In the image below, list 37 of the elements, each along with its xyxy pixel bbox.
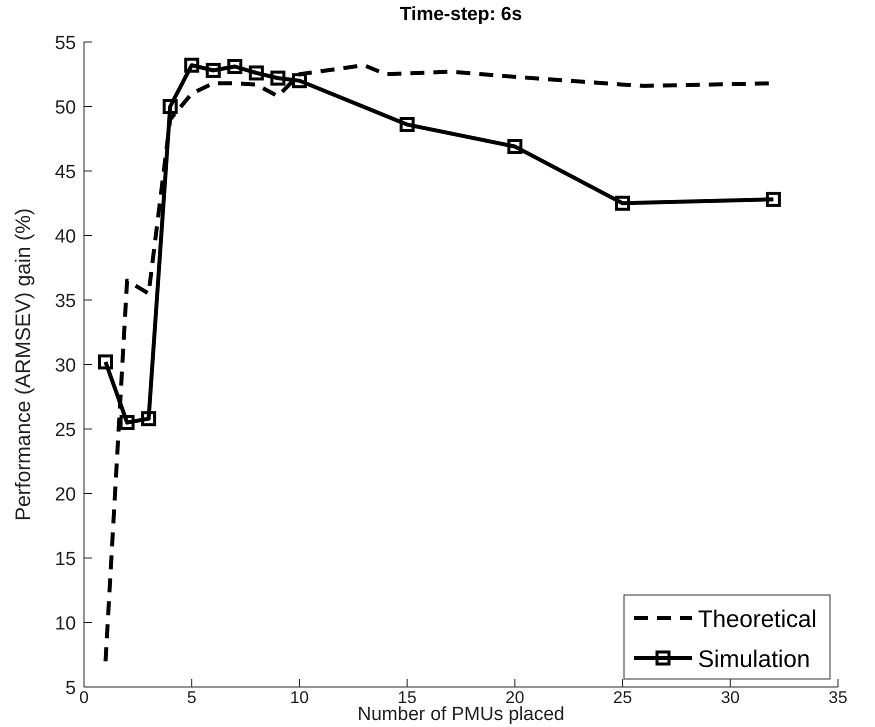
x-tick-label: 25 (613, 688, 632, 707)
legend-label: Theoretical (698, 606, 817, 633)
x-tick-label: 30 (720, 688, 740, 707)
y-axis-title: Performance (ARMSEV) gain (%) (12, 208, 35, 521)
x-tick-label: 15 (398, 688, 417, 707)
x-tick-label: 20 (505, 688, 524, 707)
x-tick-label: 5 (186, 688, 196, 707)
point (248, 65, 264, 80)
y-tick-label: 25 (54, 420, 76, 441)
legend-label: Simulation (698, 646, 810, 673)
y-tick-label: 35 (54, 291, 76, 312)
point (184, 58, 200, 73)
point (206, 62, 221, 78)
x-tick-label: 0 (79, 688, 89, 707)
y-tick-label: 40 (54, 226, 76, 248)
y-tick-label: 30 (54, 356, 76, 376)
y-tick-label: 10 (54, 614, 76, 634)
y-tick-label: 20 (54, 484, 76, 506)
point (400, 117, 415, 132)
point (162, 99, 178, 114)
x-tick-label: 10 (290, 688, 309, 707)
point (615, 196, 630, 211)
y-tick-label: 15 (54, 549, 76, 570)
point (120, 415, 135, 430)
chart-title: Time-step: 6s (400, 4, 522, 25)
y-tick-label: 55 (54, 33, 76, 54)
y-tick-label: 45 (54, 162, 76, 183)
point (98, 354, 114, 370)
point (270, 70, 286, 86)
point (766, 192, 781, 207)
point (141, 411, 156, 426)
point (227, 59, 242, 74)
x-axis-title: Number of PMUs placed (358, 704, 564, 725)
y-tick-label: 50 (54, 98, 76, 118)
point (292, 73, 307, 88)
x-tick-label: 35 (828, 688, 848, 707)
point (507, 138, 522, 154)
